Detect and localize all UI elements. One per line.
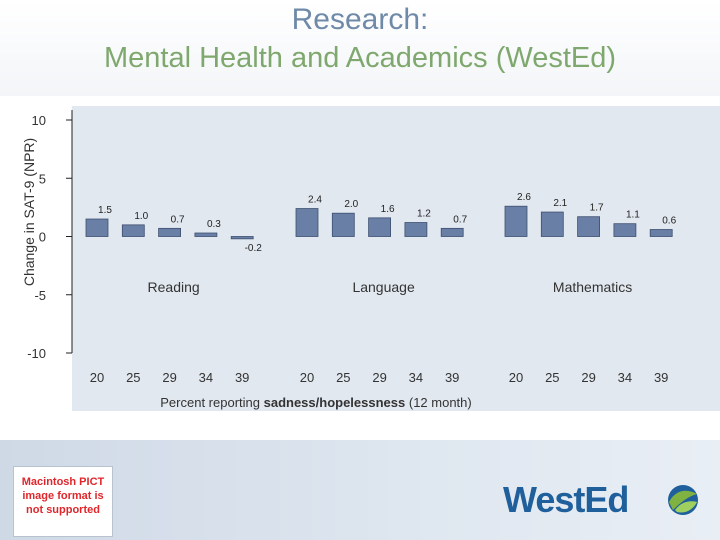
x-tick-label: 20 [90, 370, 104, 385]
x-tick-label: 25 [545, 370, 559, 385]
data-label: 1.6 [381, 204, 395, 215]
data-label: 2.4 [308, 195, 322, 206]
bar [85, 218, 109, 237]
page-title: Research: [291, 3, 429, 36]
bar [194, 232, 218, 237]
bar [158, 227, 182, 237]
y-tick-label: 10 [32, 113, 46, 128]
bar [331, 212, 355, 237]
data-label: 2.0 [344, 199, 358, 210]
wested-logo: WestEd [503, 478, 703, 524]
x-tick-label: 34 [618, 370, 632, 385]
page-subtitle: Mental Health and Academics (WestEd) [103, 42, 617, 74]
source-note: Source: California Healthy Kids Survey &… [219, 428, 501, 440]
data-label: 0.7 [453, 214, 467, 225]
y-tick-label: 5 [39, 171, 46, 186]
data-label: 1.5 [98, 205, 112, 216]
x-tick-label: 29 [372, 370, 386, 385]
group-label: Language [352, 279, 415, 295]
x-axis-label-prefix: Percent reporting [160, 395, 263, 410]
bar [577, 216, 600, 237]
data-label: 1.2 [417, 209, 431, 220]
bar [404, 222, 428, 237]
x-tick-label: 39 [445, 370, 459, 385]
data-label: 1.0 [134, 211, 148, 222]
logo-wordmark: WestEd [503, 479, 629, 520]
x-tick-label: 29 [162, 370, 176, 385]
group-label: Mathematics [553, 279, 632, 295]
footer-band [0, 440, 720, 540]
x-axis-label-bold: sadness/hopelessness [264, 395, 406, 410]
y-tick-label: 0 [39, 230, 46, 245]
bar [613, 223, 637, 237]
missing-image-placeholder: Macintosh PICT image format is not suppo… [13, 466, 113, 537]
data-label: 1.1 [626, 210, 640, 221]
x-tick-label: 20 [300, 370, 314, 385]
group-label: Reading [148, 279, 200, 295]
x-tick-label: 39 [235, 370, 249, 385]
bar [295, 208, 319, 237]
data-label: 0.7 [171, 214, 185, 225]
x-tick-label: 25 [336, 370, 350, 385]
x-tick-label: 29 [581, 370, 595, 385]
plot-area [72, 106, 720, 411]
data-label: 0.6 [662, 216, 676, 227]
bar [368, 217, 392, 237]
bar [649, 229, 673, 237]
data-label: 1.7 [590, 203, 604, 214]
x-tick-label: 20 [509, 370, 523, 385]
x-axis-label: Percent reporting sadness/hopelessness (… [160, 395, 471, 410]
y-axis-label: Change in SAT-9 (NPR) [21, 138, 37, 286]
bar [440, 227, 464, 237]
data-label: 0.3 [207, 219, 221, 230]
x-tick-label: 39 [654, 370, 668, 385]
bar [121, 224, 145, 237]
data-label: 2.6 [517, 192, 531, 203]
x-tick-label: 34 [409, 370, 423, 385]
globe-icon [668, 485, 698, 515]
y-tick-label: -10 [27, 346, 46, 361]
x-tick-label: 34 [199, 370, 213, 385]
x-axis-label-suffix: (12 month) [405, 395, 471, 410]
bar [230, 236, 254, 240]
bar [540, 211, 564, 237]
x-tick-label: 25 [126, 370, 140, 385]
data-label: -0.2 [245, 243, 263, 254]
data-label: 2.1 [553, 198, 567, 209]
y-tick-label: -5 [34, 288, 46, 303]
bar [504, 205, 528, 237]
title-area: Research: Mental Health and Academics (W… [0, 0, 720, 96]
